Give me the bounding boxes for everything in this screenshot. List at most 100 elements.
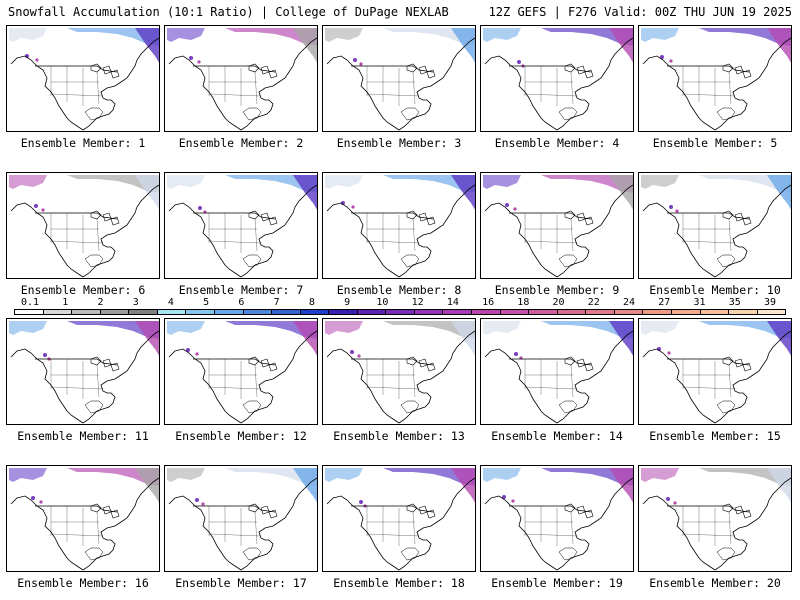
ensemble-member-label: Ensemble Member: 6 [20, 283, 146, 297]
colorbar-tick-label: 6 [238, 297, 245, 308]
snow-shading [9, 321, 159, 361]
colorbar-tick-label: 9 [344, 297, 351, 308]
colorbar-swatch [700, 310, 730, 314]
ensemble-panel-7 [164, 172, 318, 279]
colorbar-tick-label: 27 [658, 297, 671, 308]
snow-shading [167, 175, 317, 214]
colorbar-tick-label: 1 [62, 297, 69, 308]
snow-shading [9, 468, 159, 504]
ensemble-panel-2 [164, 25, 318, 132]
colorbar-swatch [72, 310, 101, 314]
colorbar-tick-label: 31 [693, 297, 706, 308]
colorbar-swatch [643, 310, 672, 314]
ensemble-member-label: Ensemble Member: 5 [652, 136, 778, 150]
snow-shading [167, 28, 317, 64]
snow-shading [641, 175, 791, 213]
ensemble-member-label: Ensemble Member: 16 [17, 576, 149, 590]
snowfall-map [167, 321, 317, 424]
colorbar-tick-label: 35 [728, 297, 741, 308]
ensemble-member-label: Ensemble Member: 11 [17, 429, 149, 443]
ensemble-member-label: Ensemble Member: 15 [649, 429, 781, 443]
colorbar-tick-label: 24 [623, 297, 636, 308]
snow-shading [483, 175, 633, 211]
snow-shading [9, 175, 159, 212]
colorbar-tick-label: 5 [203, 297, 210, 308]
colorbar-swatch [671, 310, 701, 314]
snowfall-map [483, 175, 633, 278]
ensemble-panel-5 [638, 25, 792, 132]
snowfall-map [325, 321, 475, 424]
ensemble-member-label: Ensemble Member: 13 [333, 429, 465, 443]
colorbar-tick-label: 8 [308, 297, 315, 308]
ensemble-member-label: Ensemble Member: 19 [491, 576, 623, 590]
colorbar-swatch [357, 310, 387, 314]
snowfall-map [325, 175, 475, 278]
ensemble-panel-16 [6, 465, 160, 572]
colorbar-swatches [14, 309, 786, 315]
colorbar-swatch [300, 310, 330, 314]
ensemble-panel-9 [480, 172, 634, 279]
colorbar-tick-label: 16 [482, 297, 495, 308]
ensemble-member-label: Ensemble Member: 2 [178, 136, 304, 150]
ensemble-member-label: Ensemble Member: 20 [649, 576, 781, 590]
snowfall-map [641, 321, 791, 424]
snowfall-map [325, 468, 475, 571]
colorbar-swatch [529, 310, 558, 314]
snow-shading [9, 28, 159, 63]
colorbar-swatch [157, 310, 187, 314]
colorbar-swatch [472, 310, 501, 314]
snowfall-map [167, 468, 317, 571]
colorbar-swatch [214, 310, 244, 314]
snowfall-colorbar: 0.1 1 2 3 4 5 6 7 8 9 10 12 14 16 18 20 22 24 27 31 35 39 [14, 297, 786, 317]
colorbar-swatch [15, 310, 44, 314]
colorbar-tick-label: 39 [763, 297, 777, 308]
ensemble-member-label: Ensemble Member: 3 [336, 136, 462, 150]
snow-shading [641, 321, 791, 356]
snow-shading [641, 468, 791, 505]
colorbar-swatch [614, 310, 644, 314]
colorbar-tick-label: 20 [552, 297, 565, 308]
snowfall-map [483, 468, 633, 571]
snow-shading [325, 28, 475, 66]
snowfall-map [167, 175, 317, 278]
ensemble-member-label: Ensemble Member: 10 [649, 283, 781, 297]
colorbar-swatch [129, 310, 158, 314]
ensemble-member-label: Ensemble Member: 1 [20, 136, 146, 150]
ensemble-panel-3 [322, 25, 476, 132]
colorbar-swatch [414, 310, 444, 314]
snowfall-map [9, 28, 159, 131]
snow-shading [325, 321, 475, 358]
snow-shading [641, 28, 791, 63]
ensemble-member-label: Ensemble Member: 18 [333, 576, 465, 590]
ensemble-panel-4 [480, 25, 634, 132]
snow-shading [483, 321, 633, 360]
snow-shading [325, 175, 475, 210]
colorbar-swatch [329, 310, 358, 314]
colorbar-swatch [500, 310, 530, 314]
snowfall-map [9, 175, 159, 278]
ensemble-panel-13 [322, 318, 476, 425]
snowfall-map [167, 28, 317, 131]
colorbar-tick-label: 0.1 [20, 297, 40, 308]
snow-shading [167, 468, 317, 506]
ensemble-panel-10 [638, 172, 792, 279]
colorbar-swatch [386, 310, 415, 314]
ensemble-panel-14 [480, 318, 634, 425]
ensemble-panel-11 [6, 318, 160, 425]
colorbar-tick-label: 14 [446, 297, 459, 308]
ensemble-panel-1 [6, 25, 160, 132]
ensemble-member-label: Ensemble Member: 12 [175, 429, 307, 443]
colorbar-tick-label: 3 [132, 297, 139, 308]
snowfall-map [641, 28, 791, 131]
snow-shading [325, 468, 475, 508]
snowfall-map [641, 175, 791, 278]
colorbar-tick-label: 22 [587, 297, 600, 308]
ensemble-panel-20 [638, 465, 792, 572]
ensemble-member-label: Ensemble Member: 8 [336, 283, 462, 297]
ensemble-panel-15 [638, 318, 792, 425]
snowfall-map [641, 468, 791, 571]
colorbar-swatch [557, 310, 587, 314]
colorbar-tick-label: 10 [376, 297, 389, 308]
colorbar-tick-label: 12 [411, 297, 424, 308]
snowfall-map [9, 468, 159, 571]
